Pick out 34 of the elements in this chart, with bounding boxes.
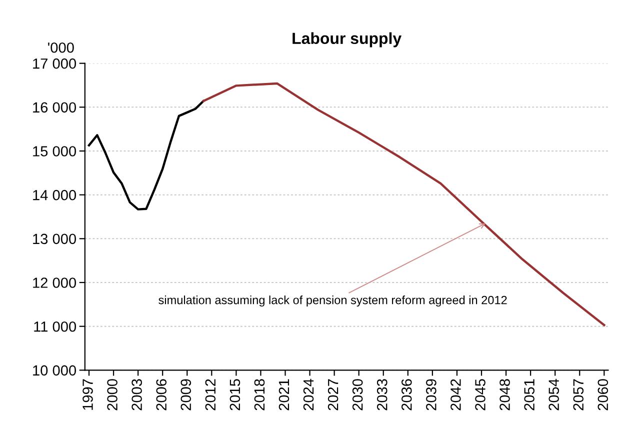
- x-tick-label: 2039: [426, 379, 436, 410]
- x-tick-label: 2030: [352, 379, 363, 410]
- chart-title: Labour supply: [292, 32, 402, 48]
- x-tick-label: 2000: [107, 379, 118, 410]
- x-tick-label: 2036: [401, 379, 412, 410]
- x-tick-label: 2018: [254, 379, 265, 410]
- x-tick-label: 2003: [132, 379, 142, 410]
- x-tick-label: 2048: [500, 379, 510, 410]
- x-tick-label: 1997: [82, 379, 93, 410]
- x-tick-label: 2012: [205, 379, 216, 410]
- x-tick-label: 2027: [328, 379, 338, 410]
- x-tick-label: 2024: [303, 378, 314, 410]
- y-tick-label: 15 000: [33, 146, 76, 156]
- x-tick-label: 2057: [573, 379, 584, 410]
- x-tick-label: 2015: [230, 379, 240, 410]
- x-tick-label: 2051: [524, 379, 534, 410]
- x-tick-label: 2033: [376, 379, 388, 410]
- x-tick-label: 2045: [475, 379, 486, 410]
- y-tick-label: 13 000: [33, 234, 76, 244]
- y-axis-title: '000: [48, 42, 74, 53]
- y-tick-label: 16 000: [33, 102, 76, 113]
- x-tick-label: 2006: [156, 379, 167, 410]
- y-tick-label: 10 000: [33, 365, 76, 376]
- annotation: simulation assuming lack of pension system reform agreed in 2012: [158, 296, 507, 307]
- y-tick-label: 17 000: [33, 58, 76, 69]
- x-tick-label: 2042: [450, 379, 461, 410]
- x-tick-label: 2060: [598, 379, 608, 410]
- y-tick-label: 14 000: [33, 190, 76, 200]
- x-tick-label: 2021: [278, 379, 290, 410]
- x-tick-label: 2054: [548, 378, 560, 410]
- y-tick-label: 12 000: [33, 278, 76, 288]
- y-tick-label: 11 000: [34, 321, 76, 332]
- line-series: [88, 100, 205, 210]
- x-tick-label: 2009: [180, 379, 192, 410]
